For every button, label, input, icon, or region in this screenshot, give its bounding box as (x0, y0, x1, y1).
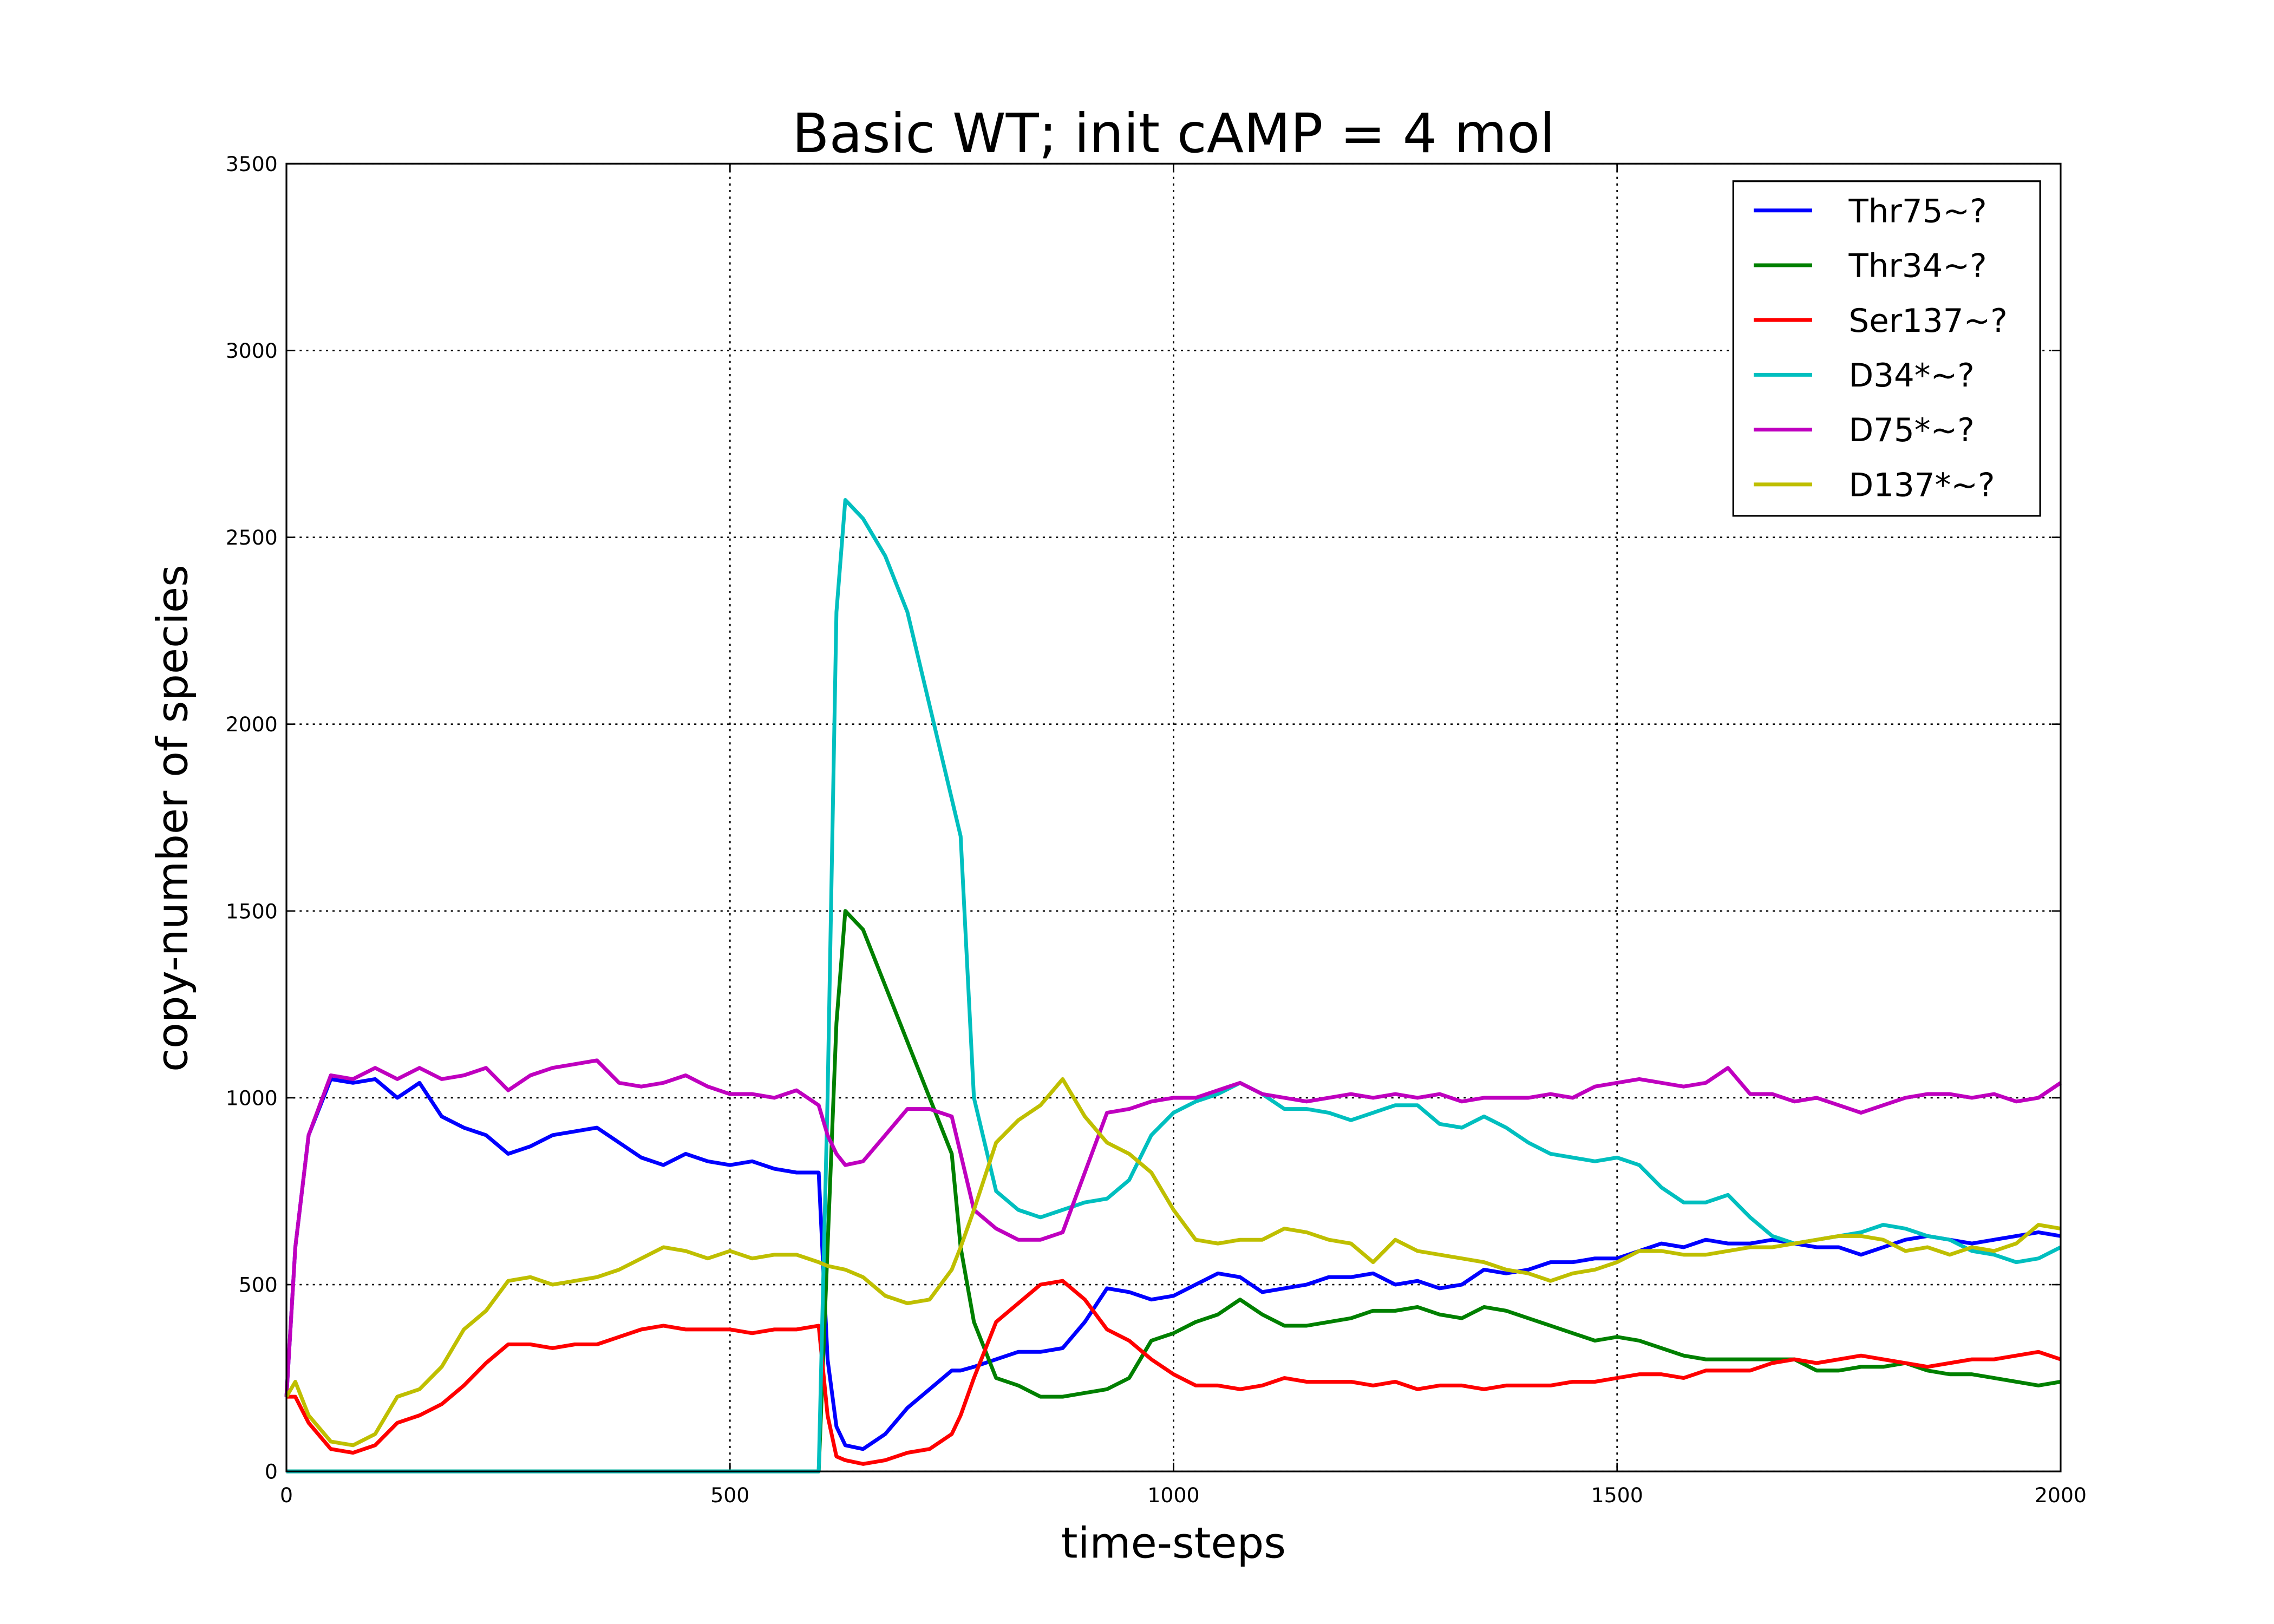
x-tick-label: 1000 (1147, 1483, 1199, 1507)
legend-label: Ser137~? (1849, 303, 2008, 340)
y-tick-label: 2000 (226, 712, 278, 736)
plot-frame (285, 162, 2062, 1472)
y-tick-label: 3000 (226, 339, 278, 363)
data-line (284, 1058, 2062, 1397)
y-tick-label: 2500 (226, 526, 278, 549)
y-tick-label: 1500 (226, 899, 278, 923)
legend-label: Thr75~? (1848, 193, 1987, 230)
chart-title: Basic WT; init cAMP = 4 mol (792, 102, 1555, 165)
legend: Thr75~? Thr34~? Ser137~? D34*~? D75*~? D137*~… (1732, 180, 2041, 517)
legend-label: Thr34~? (1848, 248, 1987, 285)
data-line (284, 1077, 2061, 1451)
y-axis-label: copy-number of species (148, 565, 198, 1072)
y-tick-label: 3500 (226, 152, 278, 176)
data-line (286, 1279, 2062, 1466)
x-tick-label: 1500 (1591, 1483, 1643, 1507)
y-tick-label: 0 (265, 1460, 278, 1484)
x-axis-label: time-steps (1061, 1518, 1286, 1568)
data-line (285, 1077, 2061, 1448)
legend-label: D75*~? (1849, 412, 1975, 449)
x-tick-label: 0 (280, 1483, 293, 1507)
legend-label: D137*~? (1849, 467, 1995, 504)
x-tick-label: 500 (710, 1483, 749, 1507)
y-tick-label: 1000 (226, 1086, 278, 1110)
y-tick-label: 500 (239, 1273, 278, 1297)
legend-box (1732, 180, 2041, 517)
legend-label: D34*~? (1849, 357, 1975, 395)
x-tick-label: 2000 (2035, 1483, 2087, 1507)
